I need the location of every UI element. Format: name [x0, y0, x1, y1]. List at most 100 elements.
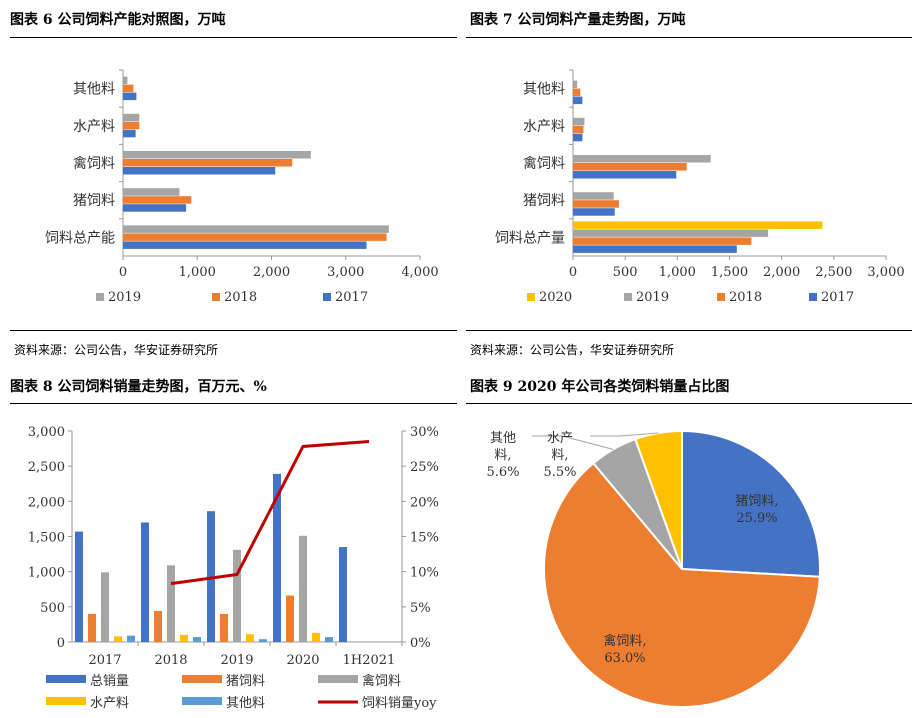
fig6-bar-2017-禽饲料 — [123, 167, 276, 175]
fig7-bar-2017-其他料 — [573, 96, 583, 105]
fig9-slice-猪饲料 — [681, 429, 821, 578]
fig6-bar-2019-水产料 — [123, 113, 140, 122]
fig7-legend-swatch-2019 — [624, 293, 632, 301]
fig8-x-tick-label: 2020 — [286, 653, 319, 668]
fig7-legend-swatch-2018 — [717, 293, 725, 301]
fig7-x-tick-label: 2,500 — [815, 265, 852, 280]
fig8-y-tick-label: 2,000 — [28, 495, 65, 510]
fig8-y-tick-label: 500 — [40, 601, 65, 616]
fig7-bottom-rule — [466, 330, 912, 331]
fig9-slice-禽饲料 — [543, 461, 821, 708]
fig7-bar-2019-禽饲料 — [573, 155, 711, 163]
fig6-legend-label-2018: 2018 — [224, 290, 257, 305]
fig6-category-label: 水产料 — [73, 119, 115, 135]
fig7-bar-2017-水产料 — [573, 133, 583, 142]
fig6-top-rule — [10, 37, 457, 38]
fig6-x-tick-label: 0 — [119, 265, 127, 280]
fig8-y2-tick-label: 25% — [410, 460, 439, 475]
fig8-bar-猪饲料-2017 — [88, 613, 96, 642]
fig8-y2-tick-label: 30% — [410, 425, 439, 440]
fig7-category-label: 饲料总产量 — [495, 230, 565, 246]
fig6-category-label: 猪饲料 — [73, 193, 115, 209]
fig8-bar-猪饲料-2018 — [154, 611, 162, 642]
fig7-bar-2018-猪饲料 — [573, 200, 619, 208]
fig8-bar-总销量-2018 — [141, 522, 149, 642]
fig6-x-tick-label: 1,000 — [179, 265, 216, 280]
fig6-bar-2019-猪饲料 — [123, 188, 180, 196]
fig6-category-label: 饲料总产能 — [45, 230, 115, 246]
fig8-bar-水产料-2017 — [114, 636, 122, 642]
fig8-legend-label-总销量: 总销量 — [90, 674, 129, 689]
fig9-label-禽饲料: 禽饲料, — [603, 633, 646, 649]
fig8-bar-水产料-2020 — [312, 632, 320, 642]
fig8-bar-禽饲料-2018 — [167, 565, 175, 642]
fig6-bar-2017-猪饲料 — [123, 204, 187, 212]
fig8-y2-tick-label: 15% — [410, 531, 439, 546]
fig9-label-猪饲料: 25.9% — [736, 511, 777, 526]
fig8-y-tick-label: 3,000 — [28, 425, 65, 440]
fig6-bar-2018-禽饲料 — [123, 159, 293, 167]
fig7-bar-2017-饲料总产量 — [573, 245, 737, 253]
fig6-x-tick-label: 3,000 — [327, 265, 364, 280]
fig9-leader-其他料 — [532, 435, 614, 450]
fig8-y2-tick-label: 20% — [410, 495, 439, 510]
fig8-bar-猪饲料-2019 — [220, 613, 228, 642]
fig7-bar-2018-水产料 — [573, 125, 584, 134]
fig7-category-label: 猪饲料 — [523, 193, 565, 209]
fig8-x-tick-label: 1H2021 — [343, 653, 396, 668]
fig6-bar-2018-猪饲料 — [123, 196, 192, 204]
fig8-y-tick-label: 1,000 — [28, 566, 65, 581]
fig6-legend-swatch-2019 — [96, 293, 104, 301]
fig9-label-水产料: 5.5% — [543, 465, 576, 480]
fig9-top-rule — [466, 403, 912, 404]
fig6-legend-swatch-2017 — [323, 293, 331, 301]
fig7-bar-2019-其他料 — [573, 80, 578, 89]
fig8-legend-label-猪饲料: 猪饲料 — [226, 674, 265, 689]
fig6-bar-2018-饲料总产能 — [123, 233, 387, 241]
fig8-bar-其他料-2017 — [127, 635, 135, 642]
fig6-bar-2019-禽饲料 — [123, 151, 311, 159]
fig6-legend-label-2019: 2019 — [108, 290, 141, 305]
fig8-bar-其他料-2020 — [325, 637, 333, 642]
fig9-label-其他料: 其他 — [490, 431, 516, 446]
fig8-y2-tick-label: 5% — [410, 601, 431, 616]
fig6-legend-swatch-2018 — [212, 293, 220, 301]
fig8-bar-水产料-2018 — [180, 634, 188, 642]
fig8-y-tick-label: 1,500 — [28, 531, 65, 546]
fig7-legend-label-2017: 2017 — [821, 290, 854, 305]
fig8-legend-swatch-总销量 — [46, 675, 86, 683]
fig6-legend-label-2017: 2017 — [335, 290, 368, 305]
fig7-source: 资料来源：公司公告，华安证券研究所 — [470, 343, 675, 357]
fig7-bar-2019-水产料 — [573, 117, 585, 126]
fig8-bar-总销量-2017 — [75, 531, 83, 642]
fig8-legend-label-禽饲料: 禽饲料 — [362, 673, 401, 689]
fig6-category-label: 其他料 — [73, 82, 115, 98]
fig7-x-tick-label: 500 — [613, 265, 638, 280]
fig7-legend-swatch-2017 — [809, 293, 817, 301]
fig8-y2-tick-label: 0% — [410, 636, 431, 651]
fig7-top-rule — [466, 37, 912, 38]
fig8-legend-swatch-其他料 — [182, 697, 222, 705]
fig7-x-tick-label: 2,000 — [763, 265, 800, 280]
fig7-bar-2019-饲料总产量 — [573, 229, 769, 237]
fig9-label-水产料: 料, — [551, 448, 568, 463]
fig8-legend-swatch-猪饲料 — [182, 675, 222, 683]
fig8-legend-swatch-禽饲料 — [318, 675, 358, 683]
fig6-title: 图表 6 公司饲料产能对照图，万吨 — [10, 12, 226, 28]
fig7-bar-2019-猪饲料 — [573, 192, 614, 200]
fig6-bottom-rule — [10, 330, 457, 331]
fig7-x-tick-label: 1,000 — [659, 265, 696, 280]
fig7-legend-label-2018: 2018 — [729, 290, 762, 305]
fig8-legend-label-饲料销量yoy: 饲料销量yoy — [362, 696, 437, 711]
fig8-legend-label-水产料: 水产料 — [90, 696, 129, 711]
fig8-bar-猪饲料-2020 — [286, 595, 294, 642]
fig8-bar-总销量-1H2021 — [339, 547, 347, 642]
fig8-legend-swatch-水产料 — [46, 697, 86, 705]
fig7-bar-2018-其他料 — [573, 88, 581, 97]
fig8-line-饲料销量yoy — [170, 440, 370, 586]
fig8-y-tick-label: 2,500 — [28, 460, 65, 475]
fig8-title: 图表 8 公司饲料销量走势图，百万元、% — [10, 379, 267, 395]
fig7-category-label: 其他料 — [523, 82, 565, 98]
fig9-title: 图表 9 2020 年公司各类饲料销量占比图 — [470, 379, 730, 395]
fig8-bar-总销量-2020 — [273, 473, 281, 642]
